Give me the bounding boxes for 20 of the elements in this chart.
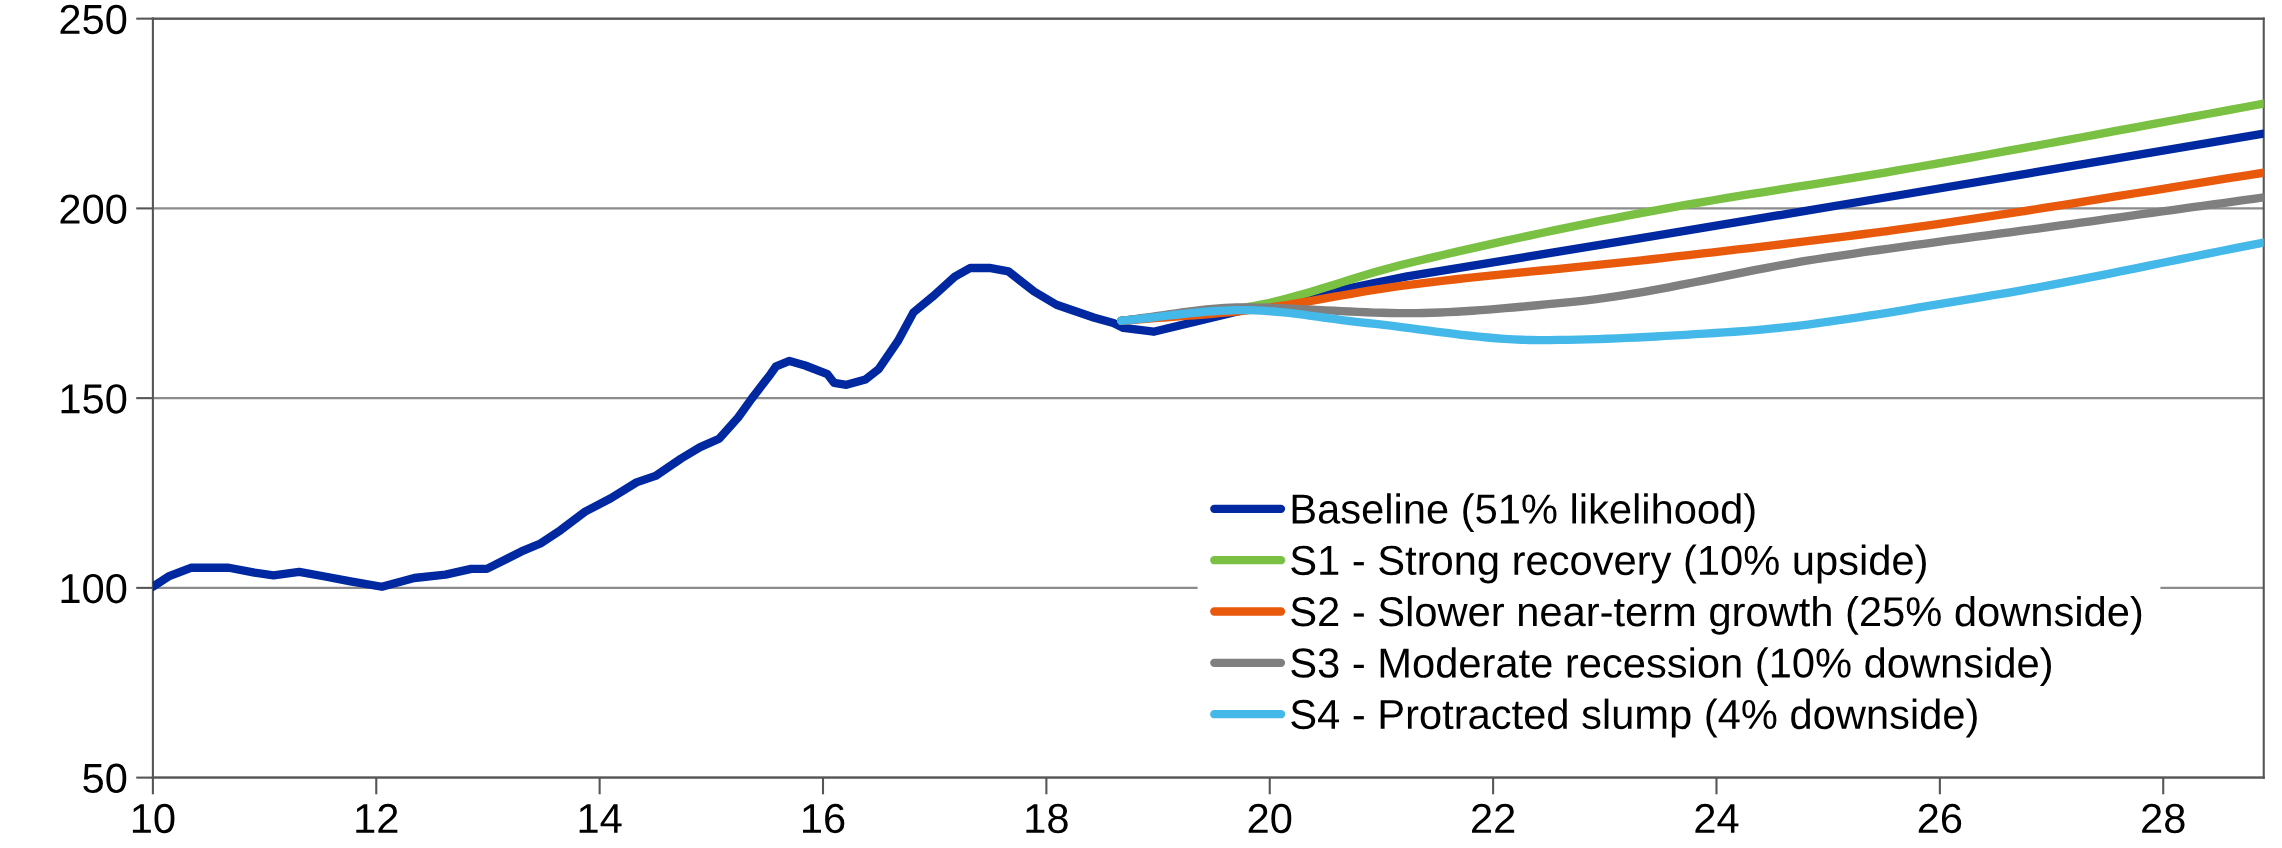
x-tick-label: 26 (1918, 803, 1962, 834)
y-tick-label: 100 (61, 573, 127, 604)
x-tick-label: 24 (1695, 803, 1739, 833)
x-tick-label: 28 (2142, 803, 2185, 834)
x-tick-label: 10 (132, 803, 175, 834)
x-tick-label: 12 (356, 803, 398, 833)
legend-label: S3 - Moderate recession (10% downside) (1291, 647, 2051, 687)
x-tick-label: 18 (1026, 803, 1068, 834)
legend-label: S1 - Strong recovery (10% upside) (1291, 544, 1926, 584)
y-tick-label: 50 (83, 763, 127, 794)
legend-label: S2 - Slower near-term growth (25% downside) (1291, 595, 2142, 635)
y-tick-label: 200 (60, 194, 127, 224)
x-tick-label: 22 (1472, 803, 1515, 833)
y-tick-label: 250 (60, 4, 127, 35)
legend-label: Baseline (51% likelihood) (1292, 493, 1755, 533)
x-tick-label: 16 (803, 803, 845, 834)
x-tick-label: 20 (1248, 803, 1292, 834)
legend-label: S4 - Protracted slump (4% downside) (1291, 698, 1977, 738)
x-tick-label: 14 (579, 804, 622, 833)
y-tick-label: 150 (61, 384, 127, 414)
